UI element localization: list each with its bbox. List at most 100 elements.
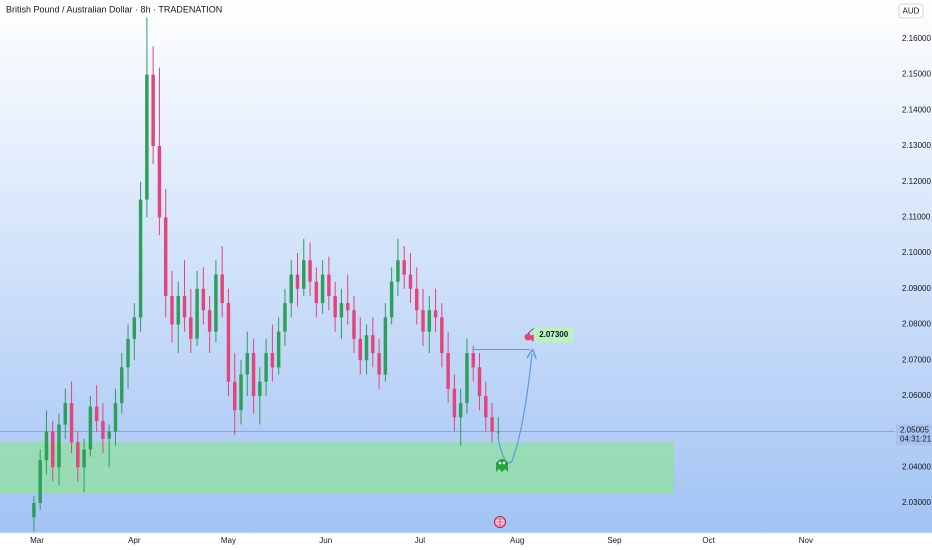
candle-body xyxy=(132,317,137,339)
candle-body xyxy=(163,217,168,296)
candle-body xyxy=(220,274,224,304)
candle-body xyxy=(471,353,475,368)
last-price-label: 2.05005 xyxy=(900,426,929,435)
candle-body xyxy=(327,274,331,296)
candle-body xyxy=(320,274,325,304)
target-label-bg xyxy=(533,327,574,343)
candle-body xyxy=(427,310,432,332)
chart-title: British Pound / Australian Dollar · 8h ·… xyxy=(6,4,222,14)
candle-body xyxy=(308,260,312,282)
candle-body xyxy=(465,353,469,404)
x-tick-label: Mar xyxy=(30,536,44,545)
candle-body xyxy=(157,146,162,218)
y-tick-label: 2.07000 xyxy=(902,355,931,364)
candle-body xyxy=(276,331,281,368)
candle-body xyxy=(258,381,262,396)
candle-body xyxy=(82,449,86,468)
candle-body xyxy=(440,317,444,354)
y-tick-label: 2.11000 xyxy=(902,213,931,222)
last-price-tag xyxy=(896,424,932,446)
y-tick-label: 2.08000 xyxy=(902,320,931,329)
projection-arrow xyxy=(497,354,532,464)
candle-body xyxy=(352,310,356,339)
candle-body xyxy=(377,353,381,375)
candle-body xyxy=(415,288,419,311)
candle-body xyxy=(38,460,42,504)
candle-body xyxy=(295,274,300,289)
candle-body xyxy=(477,367,482,396)
y-tick-label: 2.03000 xyxy=(902,498,931,507)
candle-body xyxy=(94,406,99,421)
candle-body xyxy=(314,281,319,304)
candle-body xyxy=(264,353,268,382)
y-tick-label: 2.15000 xyxy=(902,70,931,79)
candle-body xyxy=(176,295,180,325)
candle-body xyxy=(57,424,61,468)
candle-body xyxy=(270,353,275,368)
candle-body xyxy=(113,403,118,432)
y-tick-label: 2.06000 xyxy=(902,391,931,400)
candle-body xyxy=(76,442,80,468)
candle-body xyxy=(345,303,350,311)
candle-body xyxy=(358,338,362,361)
candle-body xyxy=(201,288,206,311)
candle-body xyxy=(389,281,394,318)
globe-icon xyxy=(494,516,506,528)
candle-body xyxy=(302,260,306,289)
x-tick-label: Jul xyxy=(415,536,425,545)
x-tick-label: May xyxy=(221,536,236,545)
currency-label: AUD xyxy=(903,7,920,16)
candle-body xyxy=(233,381,237,411)
candle-body xyxy=(63,403,67,425)
candle-body xyxy=(226,303,231,382)
candle-body xyxy=(170,295,174,325)
candle-body xyxy=(333,295,337,318)
candle-body xyxy=(408,274,413,289)
ghost-icon xyxy=(496,459,508,472)
candle-body xyxy=(421,310,425,332)
candle-body xyxy=(396,260,400,282)
time-axis-bg xyxy=(0,533,932,550)
candle-body xyxy=(101,420,105,439)
y-tick-label: 2.13000 xyxy=(902,141,931,150)
candle-body xyxy=(490,417,494,432)
y-tick-label: 2.09000 xyxy=(902,284,931,293)
candle-body xyxy=(126,338,130,368)
candle-body xyxy=(88,406,93,450)
candle-body xyxy=(207,310,212,332)
x-tick-label: Aug xyxy=(510,536,524,545)
currency-badge[interactable] xyxy=(898,3,924,19)
target-label: 2.07300 xyxy=(539,330,568,339)
candle-body xyxy=(50,431,55,468)
candle-body xyxy=(433,310,438,318)
candle-body xyxy=(182,295,187,318)
x-tick-label: Oct xyxy=(702,536,715,545)
candle-body xyxy=(44,431,49,461)
x-tick-label: Jun xyxy=(319,536,332,545)
candle-body xyxy=(195,288,199,339)
y-tick-label: 2.10000 xyxy=(902,248,931,257)
candle-body xyxy=(496,431,501,433)
candle-body xyxy=(339,303,344,318)
candle-body xyxy=(283,303,287,332)
y-tick-label: 2.12000 xyxy=(902,177,931,186)
x-tick-label: Apr xyxy=(128,536,141,545)
candle-body xyxy=(364,335,369,361)
candle-body xyxy=(452,388,457,418)
candle-body xyxy=(383,317,388,375)
candle-body xyxy=(446,353,450,389)
y-tick-label: 2.16000 xyxy=(902,34,931,43)
candle-body xyxy=(69,403,74,443)
candle-body xyxy=(189,317,193,339)
candle-body xyxy=(151,74,155,147)
candle-body xyxy=(371,335,375,354)
candle-body xyxy=(251,353,256,396)
x-tick-label: Sep xyxy=(607,536,622,545)
candle-body xyxy=(138,199,143,318)
x-tick-label: Nov xyxy=(799,536,813,545)
candle-body xyxy=(107,431,111,439)
candle-body xyxy=(245,353,250,375)
candle-body xyxy=(402,260,406,275)
countdown-label: 04:31:21 xyxy=(900,435,932,444)
